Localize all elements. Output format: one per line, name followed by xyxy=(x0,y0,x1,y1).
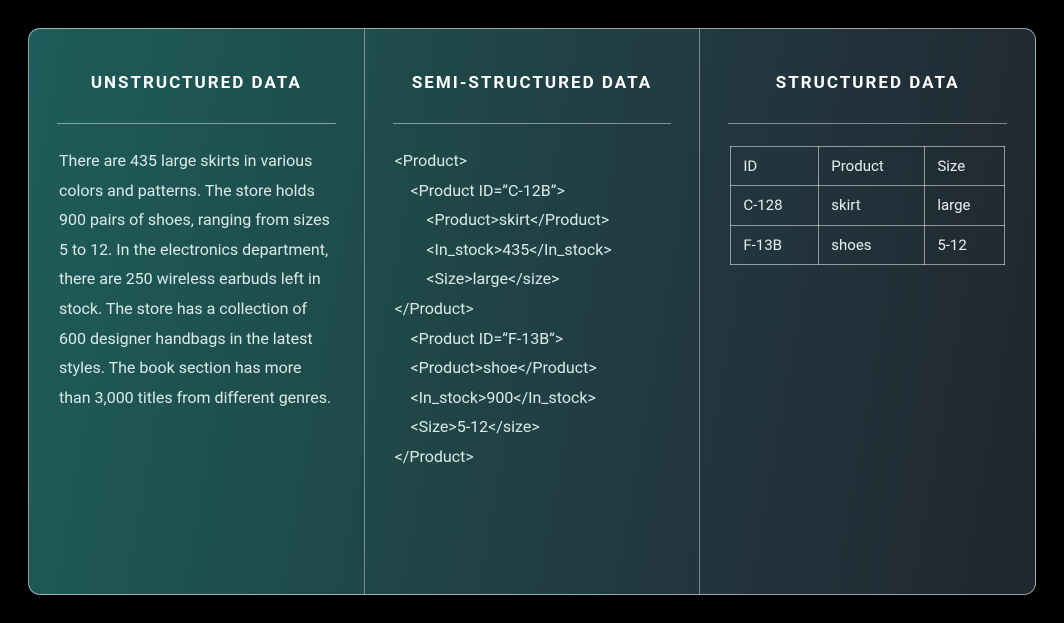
table-header-row: ID Product Size xyxy=(731,147,1005,186)
table-cell: skirt xyxy=(819,186,925,225)
column-heading-structured: structured data xyxy=(700,29,1035,123)
table-header-cell: ID xyxy=(731,147,819,186)
table-cell: C-128 xyxy=(731,186,819,225)
data-types-panel: unstructured data There are 435 large sk… xyxy=(28,28,1036,595)
table-cell: shoes xyxy=(819,225,925,264)
column-semi-structured: semi-structured data <Product> <Product … xyxy=(365,29,701,594)
structured-table: ID Product Size C-128 skirt large F-13B … xyxy=(730,146,1005,265)
semi-structured-code: <Product> <Product ID=”C-12B”> <Product>… xyxy=(395,146,670,472)
column-heading-unstructured: unstructured data xyxy=(29,29,364,123)
unstructured-text: There are 435 large skirts in various co… xyxy=(59,146,334,412)
table-cell: F-13B xyxy=(731,225,819,264)
table-cell: 5-12 xyxy=(925,225,1005,264)
table-cell: large xyxy=(925,186,1005,225)
table-row: C-128 skirt large xyxy=(731,186,1005,225)
table-header-cell: Size xyxy=(925,147,1005,186)
table-row: F-13B shoes 5-12 xyxy=(731,225,1005,264)
column-structured: structured data ID Product Size C-128 sk… xyxy=(700,29,1035,594)
column-unstructured: unstructured data There are 435 large sk… xyxy=(29,29,365,594)
column-heading-semi: semi-structured data xyxy=(365,29,700,123)
table-header-cell: Product xyxy=(819,147,925,186)
